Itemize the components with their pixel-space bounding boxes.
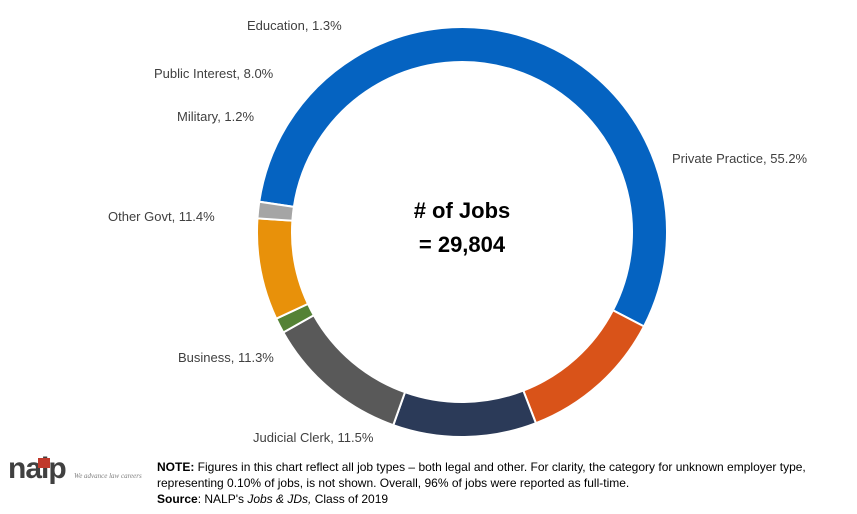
note-text: Figures in this chart reflect all job ty… [157,460,806,490]
donut-chart: Private Practice, 55.2% Judicial Clerk, 1… [108,18,808,445]
slice-label: Private Practice, 55.2% [672,151,808,166]
logo-tagline: We advance law careers [74,472,142,480]
source-label: Source [157,492,198,506]
slice-labels: Private Practice, 55.2% Judicial Clerk, 1… [108,18,808,445]
chart-footnote: NOTE: Figures in this chart reflect all … [157,459,847,507]
slice-label: Judicial Clerk, 11.5% [253,430,374,445]
donut-slice [258,26,668,328]
logo-accent-mark [38,458,50,468]
slice-label: Other Govt, 11.4% [108,209,215,224]
donut-slice [522,308,646,425]
center-text-line-1: # of Jobs [414,198,511,223]
logo-wordmark: nalp [8,452,67,485]
donut-slice [392,389,538,438]
source-prefix: : NALP's [197,492,248,506]
donut-slice [256,200,296,222]
note-label: NOTE: [157,460,195,474]
source-line: Source: NALP's Jobs & JDs, Class of 2019 [157,491,847,507]
source-suffix: Class of 2019 [311,492,389,506]
slice-label: Public Interest, 8.0% [154,66,274,81]
slice-label: Education, 1.3% [247,18,342,33]
center-text-line-2: = 29,804 [419,232,506,257]
source-title: Jobs & JDs, [247,492,312,506]
donut-slice [281,313,407,427]
nalp-logo: nalp We advance law careers [8,452,148,494]
donut-slices [256,26,668,438]
donut-slice [256,217,310,321]
slice-label: Military, 1.2% [177,109,254,124]
slice-label: Business, 11.3% [178,350,274,365]
note-paragraph: NOTE: Figures in this chart reflect all … [157,459,847,491]
